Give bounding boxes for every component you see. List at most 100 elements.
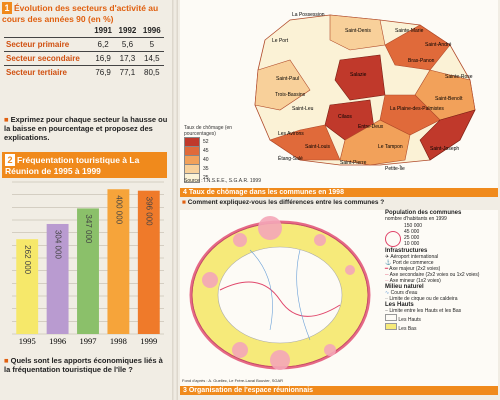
table-row: Secteur tertiaire 76,9 77,1 80,5	[4, 65, 164, 79]
data-label: 262 000	[23, 245, 32, 274]
legend-swatch-row: 25	[184, 172, 254, 183]
legend-item: ✈ Aéroport international	[385, 254, 439, 260]
tick-label: 1997	[80, 336, 97, 346]
section2-number: 2	[5, 154, 15, 166]
map1-caption: 4 Taux de chômage dans les communes en 1…	[180, 188, 498, 197]
commune-label: Saint-Denis	[345, 28, 371, 34]
year-header: 1991	[94, 26, 112, 35]
legend-heading: Milieu naturel	[385, 284, 424, 290]
map-unemployment-panel: La Possession Saint-Denis Le Port Sainte…	[180, 0, 498, 188]
commune-salazie	[334, 54, 386, 101]
organisation-map	[189, 216, 371, 370]
tick-label: 1999	[140, 336, 157, 346]
section1-question: ■ Exprimez pour chaque secteur la hausse…	[4, 115, 169, 142]
commune-label: Entre-Deux	[358, 124, 384, 130]
legend-item: ┄ Limite de cirque ou de caldeira	[385, 296, 458, 302]
bullet-icon: ■	[4, 115, 11, 124]
legend-swatch	[184, 172, 200, 183]
section2-title-text: Fréquentation touristique à La Réunion d…	[5, 155, 140, 176]
legend-item: Les Hauts	[385, 314, 497, 323]
map2-source: Fond d'après : A. Guellec, Le Frère-Lava…	[182, 378, 284, 383]
question-text: Comment expliquez-vous les différences e…	[187, 199, 385, 206]
circle-symbol	[385, 231, 401, 247]
commune-label: Salazie	[350, 72, 367, 78]
bar-1999	[137, 190, 160, 334]
highlands-area	[217, 246, 343, 344]
legend-item: ┈ Limite entre les Hauts et les Bas	[385, 308, 462, 314]
map1-number: 4	[183, 189, 187, 196]
population-circle	[345, 265, 355, 275]
commune-label: Bras-Panon	[408, 58, 435, 64]
tourism-bar-chart: 262 000 1995 304 000 1996 347 000 1997 400 000…	[12, 181, 164, 346]
legend-value: 45	[203, 147, 209, 154]
legend-item: ∿ Cours d'eau	[385, 290, 418, 296]
map-organisation-panel: Population des communes nombre d'habitan…	[180, 210, 498, 386]
table-cell: 16,9	[90, 51, 116, 66]
data-label: 347 000	[84, 214, 93, 243]
population-circle	[202, 272, 218, 288]
legend-item: ━ Axe majeur (2x2 voies)	[385, 266, 441, 272]
page-fold	[172, 0, 178, 400]
legend-item: ─ Axe secondaire (2x2 voies ou 1x2 voies…	[385, 272, 480, 278]
population-circle	[324, 344, 336, 356]
map2-caption: 3 Organisation de l'espace réunionnais	[180, 386, 498, 395]
bar-1996	[46, 223, 69, 334]
commune-saint-louis	[269, 124, 341, 161]
row-label: Secteur secondaire	[4, 51, 91, 66]
population-scale: 150 000 45 000 25 000 10 000	[385, 223, 497, 247]
map1-question: ■ Comment expliquez-vous les différences…	[182, 199, 384, 206]
commune-label: Le Tampon	[378, 144, 403, 150]
map1-source: Source : I.N.S.E.E., S.G.A.R. 1999	[184, 178, 261, 184]
sectors-table: 1991 1992 1996 Secteur primaire 6,2 5,6 …	[4, 24, 164, 79]
commune-label: Les Avirons	[278, 131, 304, 137]
commune-saint-denis	[329, 14, 386, 51]
table-cell: 80,5	[139, 65, 164, 79]
commune-label: Saint-Paul	[276, 76, 299, 82]
legend-heading: Population des communes	[385, 210, 462, 216]
commune-saint-andre	[384, 24, 451, 71]
table-cell: 14,5	[139, 51, 164, 66]
legend-item: Les Bas	[385, 323, 497, 332]
table-cell: 5	[139, 37, 164, 52]
data-label: 400 000	[114, 195, 123, 224]
commune-label: Saint-Pierre	[340, 160, 367, 166]
population-values: 150 000 45 000 25 000 10 000	[404, 223, 422, 247]
commune-label: Le Port	[272, 38, 289, 44]
commune-label: Saint-Benoît	[435, 96, 463, 102]
table-cell: 77,1	[115, 65, 140, 79]
section2-question: ■ Quels sont les apports économiques lié…	[4, 356, 169, 374]
section1-title: 1 Évolution des secteurs d'activité au co…	[2, 2, 167, 24]
legend-value: 35	[203, 165, 209, 172]
table-cell: 76,9	[90, 65, 116, 79]
row-label: Secteur primaire	[4, 37, 91, 52]
section1-title-text: Évolution des secteurs d'activité au cou…	[2, 3, 159, 24]
year-header: 1992	[118, 26, 137, 35]
population-circle	[232, 342, 248, 358]
chart-bars: 262 000 1995 304 000 1996 347 000 1997 400 000…	[16, 189, 160, 346]
population-circle	[270, 350, 290, 370]
map1-caption-text: Taux de chômage dans les communes en 199…	[188, 189, 344, 196]
legend-item: ⚓ Port de commerce	[385, 260, 434, 266]
commune-label: Saint-Leu	[292, 106, 314, 112]
bar-1995	[16, 239, 39, 334]
commune-label: Saint-Louis	[305, 144, 331, 150]
tick-label: 1998	[110, 336, 127, 346]
map2-caption-text: Organisation de l'espace réunionnais	[188, 387, 314, 394]
commune-label: Sainte-Marie	[395, 28, 424, 34]
commune-label: Saint-André	[425, 42, 452, 48]
commune-label: Petite-Île	[385, 165, 405, 172]
commune-label: Sainte-Rose	[445, 74, 473, 80]
legend-text: 45 000	[404, 229, 420, 235]
map2-number: 3	[183, 387, 187, 394]
year-header: 1996	[142, 26, 161, 35]
table-row: Secteur secondaire 16,9 17,3 14,5	[4, 51, 164, 66]
legend-text: 10 000	[404, 241, 420, 247]
table-cell: 6,2	[90, 37, 116, 52]
commune-label: La Plaine-des-Palmistes	[390, 106, 444, 112]
bullet-icon: ■	[182, 199, 188, 206]
data-label: 396 000	[145, 197, 154, 226]
bar-1998	[107, 189, 130, 334]
question-text: Exprimez pour chaque secteur la hausse o…	[4, 115, 168, 142]
legend-heading: Infrastructures	[385, 248, 428, 254]
legend-value: 25	[203, 174, 209, 181]
